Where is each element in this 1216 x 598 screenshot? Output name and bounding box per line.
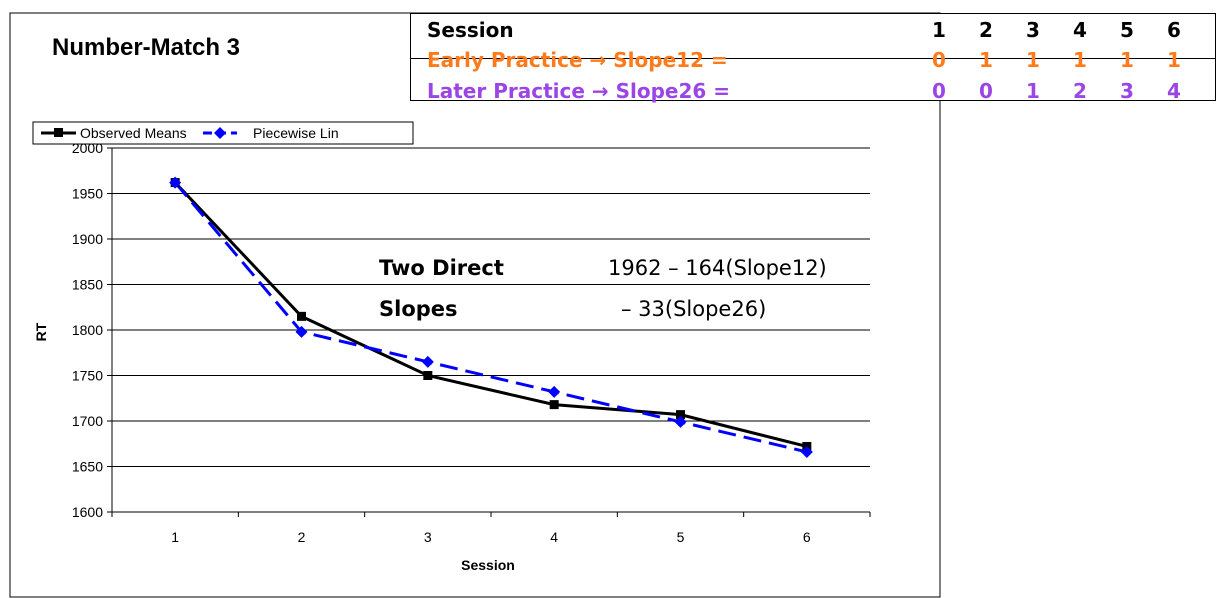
data-point-observed (423, 371, 433, 380)
x-tick-label: 2 (298, 529, 306, 545)
data-point-piecewise (169, 176, 182, 189)
session-number: 2 (979, 18, 993, 42)
later-slope-value: 1 (1026, 79, 1040, 103)
y-axis-label: RT (33, 322, 49, 341)
early-slope-value: 1 (1120, 48, 1134, 72)
session-number: 1 (932, 18, 946, 42)
data-point-piecewise (295, 325, 308, 338)
early-practice-label: Early Practice → Slope12 = (427, 48, 728, 72)
y-tick-label: 1650 (72, 459, 103, 475)
annotation-slopes: Slopes (379, 297, 458, 321)
table-row-later: Later Practice → Slope26 = 0 0 1 2 3 4 (411, 75, 1215, 105)
x-tick-label: 6 (803, 529, 811, 545)
legend-observed-label: Observed Means (80, 125, 187, 141)
table-row-early: Early Practice → Slope12 = 0 1 1 1 1 1 (411, 44, 1215, 74)
x-axis-label: Session (461, 557, 515, 573)
later-practice-label: Later Practice → Slope26 = (427, 79, 731, 103)
session-number: 4 (1073, 18, 1087, 42)
chart-title: Number-Match 3 (52, 34, 240, 61)
legend-observed-marker (54, 128, 63, 137)
y-tick-label: 1800 (72, 322, 103, 338)
slope-coding-table: Session 1 2 3 4 5 6 Early Practice → Slope12 … (410, 13, 1216, 103)
x-tick-label: 5 (677, 529, 685, 545)
y-tick-label: 1700 (72, 413, 103, 429)
plot-area: 1600 1650 1700 1750 1800 1850 1900 1950 2000 1 2 3 4… (72, 140, 871, 545)
later-slope-value: 0 (932, 79, 946, 103)
annotation-two-direct: Two Direct (379, 256, 504, 280)
later-slope-value: 2 (1073, 79, 1087, 103)
annotation-equation-line1: 1962 – 164(Slope12) (608, 256, 827, 280)
y-tick-label: 1950 (72, 186, 103, 202)
y-tick-label: 1750 (72, 368, 103, 384)
data-point-piecewise (548, 385, 561, 398)
table-divider (411, 58, 1215, 59)
series-line-observed-means (174, 181, 808, 448)
early-slope-value: 1 (979, 48, 993, 72)
equation-annotation: Two Direct 1962 – 164(Slope12) Slopes – … (379, 256, 827, 321)
annotation-equation-line2: – 33(Slope26) (621, 297, 766, 321)
early-slope-value: 1 (1167, 48, 1181, 72)
legend-piecewise-marker (214, 127, 226, 139)
later-slope-value: 0 (979, 79, 993, 103)
session-number: 6 (1167, 18, 1181, 42)
session-number: 3 (1026, 18, 1040, 42)
x-tick-label: 4 (550, 529, 558, 545)
x-tick-label: 1 (171, 529, 179, 545)
data-point-piecewise (800, 445, 813, 458)
session-header-label: Session (427, 18, 514, 42)
data-point-observed (676, 410, 685, 420)
early-slope-value: 1 (1073, 48, 1087, 72)
session-number: 5 (1120, 18, 1134, 42)
table-row-session: Session 1 2 3 4 5 6 (411, 14, 1215, 44)
data-point-piecewise (674, 415, 687, 428)
series-line-piecewise (174, 181, 808, 454)
y-tick-label: 1850 (72, 277, 103, 293)
later-slope-value: 4 (1167, 79, 1181, 103)
data-point-observed (297, 311, 306, 321)
data-point-piecewise (421, 355, 434, 368)
legend-piecewise-label: Piecewise Lin (253, 125, 339, 141)
x-tick-label: 3 (424, 529, 432, 545)
later-slope-value: 3 (1120, 79, 1134, 103)
y-tick-label: 2000 (72, 140, 103, 156)
legend: Observed Means Piecewise Lin (32, 121, 414, 145)
early-slope-value: 1 (1026, 48, 1040, 72)
chart-frame (9, 12, 941, 598)
y-tick-label: 1600 (72, 504, 103, 520)
y-tick-label: 1900 (72, 231, 103, 247)
early-slope-value: 0 (932, 48, 946, 72)
data-point-observed (549, 400, 559, 410)
